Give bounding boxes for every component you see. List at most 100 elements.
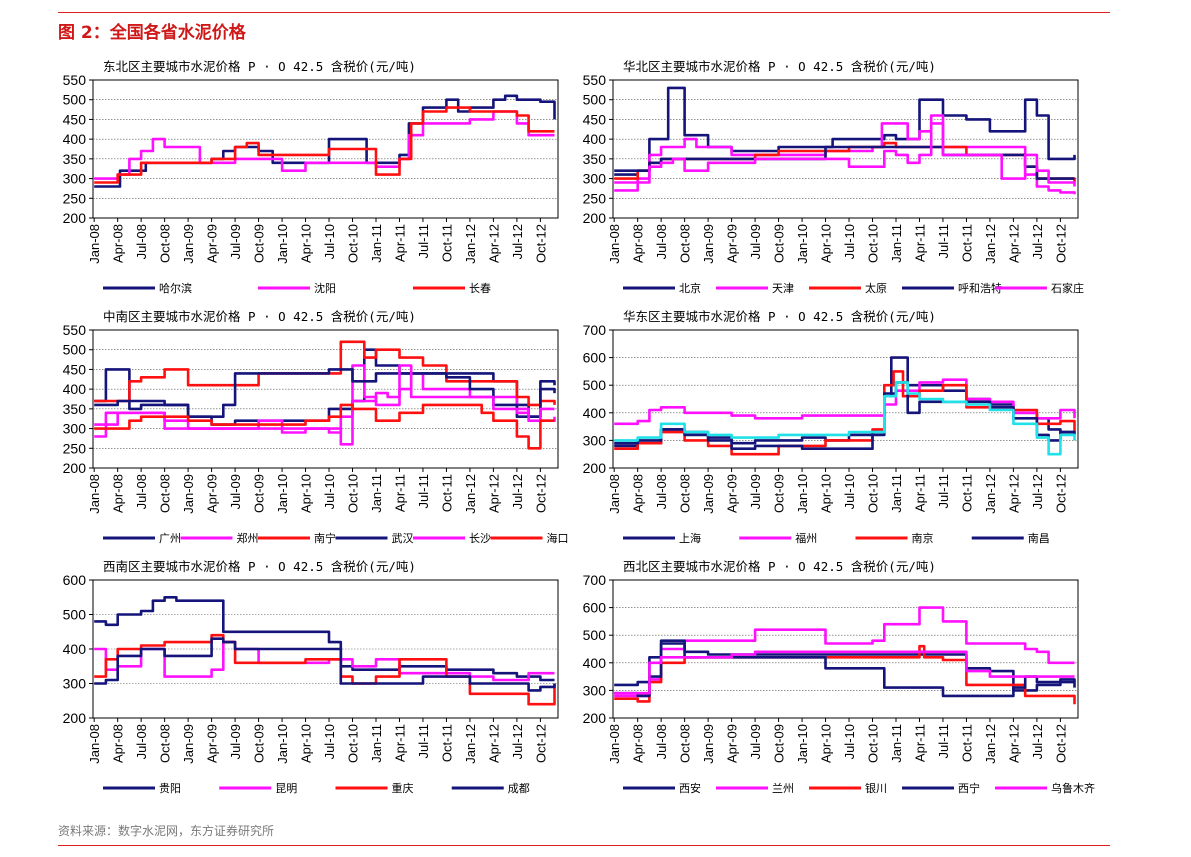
x-tick-label: Apr-12 — [486, 474, 501, 513]
x-tick-label: Apr-11 — [392, 724, 407, 762]
x-tick-label: Jan-10 — [795, 224, 810, 264]
x-tick-label: Jan-09 — [701, 724, 716, 764]
x-tick-label: Apr-10 — [819, 474, 834, 513]
x-tick-label: Apr-12 — [1006, 724, 1021, 763]
chart-northwest: 西北区主要城市水泥价格 P · O 42.5 含税价(元/吨) 200 300 400… — [583, 559, 1095, 795]
x-tick-label: Apr-10 — [299, 224, 314, 263]
x-tick-label: Jul-12 — [1030, 224, 1045, 259]
x-tick-label: Jan-10 — [795, 474, 810, 514]
x-tick-label: Jan-10 — [795, 724, 810, 764]
x-tick-label: Jan-08 — [607, 724, 622, 764]
y-tick-label: 250 — [63, 440, 87, 456]
x-tick-label: Jan-08 — [87, 724, 102, 764]
x-tick-label: Jul-12 — [1030, 724, 1045, 759]
plot-area — [92, 79, 559, 219]
y-tick-label: 600 — [583, 600, 607, 616]
series-line-成都 — [94, 637, 556, 692]
series-line-沈阳 — [94, 110, 555, 180]
x-tick-label: Jan-09 — [181, 224, 196, 264]
chart-title: 西北区主要城市水泥价格 P · O 42.5 含税价(元/吨) — [623, 559, 936, 574]
x-tick-label: Jul-11 — [936, 474, 951, 508]
y-tick-label: 350 — [583, 151, 607, 167]
x-tick-label: Jul-08 — [654, 224, 669, 259]
x-tick-label: Jan-10 — [275, 724, 290, 764]
x-tick-label: Jan-12 — [983, 724, 998, 764]
x-tick-label: Jul-11 — [936, 724, 951, 758]
x-tick-label: Oct-09 — [252, 474, 267, 513]
x-tick-label: Apr-11 — [392, 474, 407, 512]
x-tick-label: Jan-12 — [983, 474, 998, 514]
x-tick-label: Oct-08 — [678, 724, 693, 763]
legend-label: 贵阳 — [159, 782, 181, 795]
x-tick-label: Jan-11 — [889, 724, 904, 763]
x-tick-label: Oct-12 — [1053, 724, 1068, 763]
x-tick-label: Jul-08 — [134, 474, 149, 509]
legend-label: 南宁 — [314, 531, 336, 545]
series-line-北京 — [614, 86, 1076, 176]
y-tick-label: 350 — [63, 401, 87, 417]
x-tick-label: Jan-08 — [607, 474, 622, 514]
x-tick-label: Oct-09 — [772, 224, 787, 263]
y-tick-label: 400 — [63, 131, 87, 147]
series-line-南宁 — [94, 340, 556, 407]
x-tick-label: Oct-08 — [678, 224, 693, 263]
legend-label: 银川 — [865, 781, 887, 795]
source-note: 资料来源：数字水泥网，东方证券研究所 — [58, 824, 275, 838]
y-tick-label: 550 — [583, 72, 607, 88]
x-tick-label: Jan-08 — [87, 224, 102, 264]
chart-north: 华北区主要城市水泥价格 P · O 42.5 含税价(元/吨) 200 250 300… — [583, 59, 1084, 295]
x-tick-label: Apr-08 — [111, 474, 126, 513]
plot-area — [92, 329, 559, 469]
legend-label: 郑州 — [237, 531, 259, 545]
x-tick-label: Apr-09 — [205, 474, 220, 513]
x-tick-label: Jan-12 — [983, 224, 998, 264]
series-line-福州 — [614, 378, 1076, 426]
y-tick-label: 700 — [583, 322, 607, 338]
x-tick-label: Jan-11 — [889, 474, 904, 513]
x-tick-label: Jan-12 — [463, 474, 478, 514]
x-tick-label: Oct-11 — [959, 224, 974, 262]
chart-title: 中南区主要城市水泥价格 P · O 42.5 含税价(元/吨) — [103, 309, 416, 324]
y-tick-label: 400 — [63, 641, 87, 657]
y-tick-label: 450 — [63, 111, 87, 127]
chart-southwest: 西南区主要城市水泥价格 P · O 42.5 含税价(元/吨) 200 300 400… — [63, 559, 559, 795]
chart-title: 华东区主要城市水泥价格 P · O 42.5 含税价(元/吨) — [623, 309, 936, 324]
figure-title: 图 2：全国各省水泥价格 — [58, 23, 246, 43]
x-tick-label: Oct-10 — [346, 474, 361, 513]
x-tick-label: Oct-10 — [866, 474, 881, 513]
y-tick-label: 500 — [63, 607, 87, 623]
series-line-乌鲁木齐 — [614, 650, 1075, 695]
x-tick-label: Apr-11 — [912, 224, 927, 262]
x-tick-label: Jan-11 — [369, 224, 384, 263]
x-tick-label: Apr-10 — [819, 224, 834, 263]
x-tick-label: Apr-08 — [631, 474, 646, 513]
chart-title: 华北区主要城市水泥价格 P · O 42.5 含税价(元/吨) — [623, 59, 936, 74]
x-tick-label: Apr-12 — [1006, 474, 1021, 513]
x-tick-label: Apr-09 — [725, 724, 740, 763]
legend-label: 北京 — [679, 281, 701, 295]
y-tick-label: 300 — [583, 171, 607, 187]
x-tick-label: Apr-09 — [725, 224, 740, 263]
x-tick-label: Jan-09 — [701, 474, 716, 514]
x-tick-label: Jul-08 — [134, 224, 149, 259]
x-tick-label: Jul-12 — [1030, 474, 1045, 509]
x-tick-label: Oct-09 — [772, 724, 787, 763]
y-tick-label: 450 — [583, 111, 607, 127]
legend-label: 天津 — [772, 282, 794, 295]
x-tick-label: Oct-10 — [866, 224, 881, 263]
x-tick-label: Jul-10 — [322, 224, 337, 259]
legend-label: 武汉 — [392, 532, 414, 545]
x-tick-label: Oct-11 — [439, 474, 454, 512]
x-tick-label: Apr-08 — [111, 724, 126, 763]
legend-label: 沈阳 — [314, 281, 336, 295]
y-tick-label: 250 — [63, 190, 87, 206]
x-tick-label: Jan-11 — [889, 224, 904, 263]
x-tick-label: Jul-09 — [748, 474, 763, 509]
y-tick-label: 350 — [63, 151, 87, 167]
y-tick-label: 600 — [63, 572, 87, 588]
x-tick-label: Oct-08 — [158, 724, 173, 763]
x-tick-label: Apr-12 — [486, 224, 501, 263]
x-tick-label: Apr-10 — [299, 474, 314, 513]
plot-area — [612, 329, 1079, 469]
y-tick-label: 700 — [583, 572, 607, 588]
